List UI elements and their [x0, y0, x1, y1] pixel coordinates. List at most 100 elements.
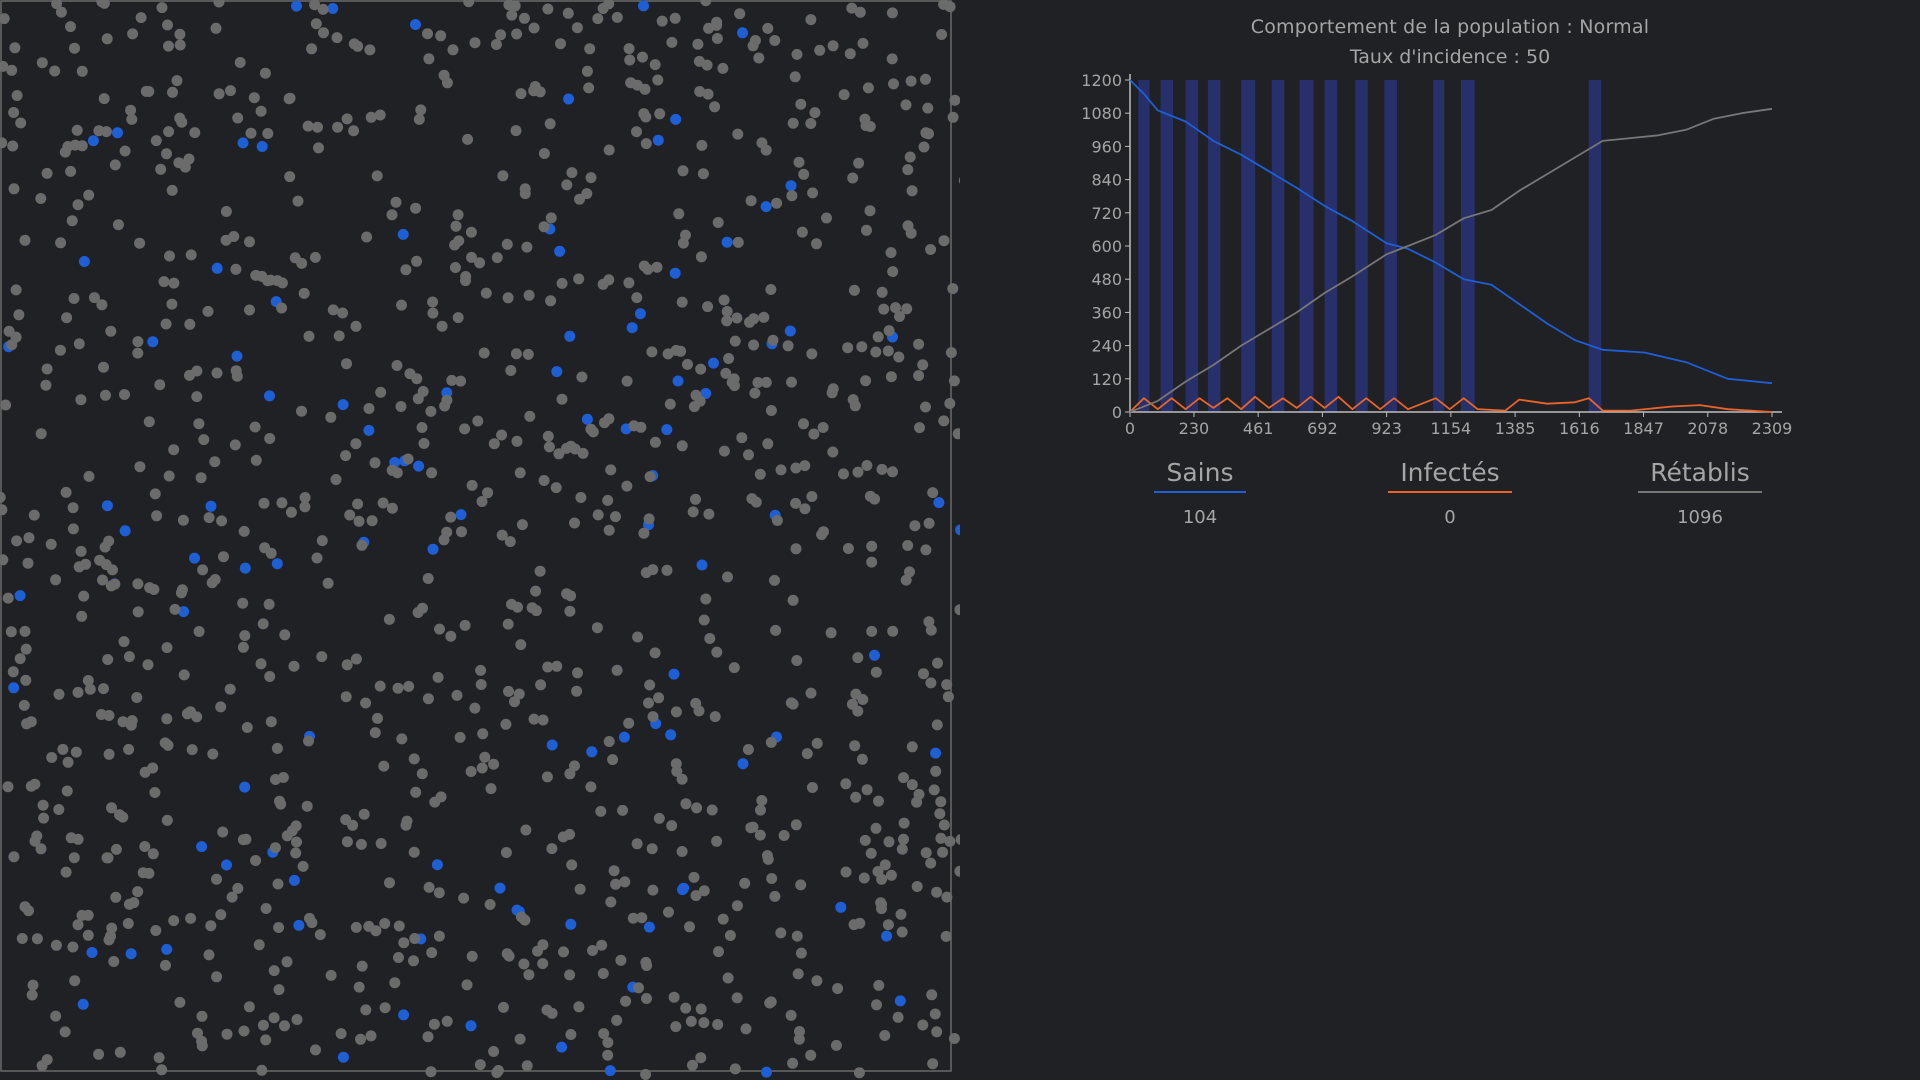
person-healthy-dot — [661, 424, 673, 436]
person-recovered-dot — [827, 40, 839, 52]
person-recovered-dot — [728, 662, 740, 674]
person-recovered-dot — [523, 969, 535, 981]
person-recovered-dot — [240, 833, 252, 845]
person-recovered-dot — [944, 398, 956, 409]
person-recovered-dot — [516, 519, 528, 531]
person-recovered-dot — [255, 658, 267, 670]
person-recovered-dot — [501, 238, 513, 250]
person-recovered-dot — [8, 851, 20, 863]
person-recovered-dot — [341, 113, 353, 125]
person-recovered-dot — [75, 394, 87, 406]
person-recovered-dot — [153, 1052, 165, 1064]
person-recovered-dot — [718, 294, 730, 306]
person-recovered-dot — [811, 238, 822, 250]
person-recovered-dot — [695, 1052, 707, 1064]
person-recovered-dot — [885, 869, 897, 881]
person-recovered-dot — [292, 195, 304, 207]
person-recovered-dot — [947, 111, 959, 123]
person-recovered-dot — [724, 930, 736, 941]
person-recovered-dot — [332, 121, 344, 133]
person-recovered-dot — [238, 1025, 250, 1037]
person-recovered-dot — [888, 78, 899, 90]
person-recovered-dot — [722, 972, 734, 984]
person-recovered-dot — [55, 237, 67, 249]
person-recovered-dot — [805, 118, 817, 129]
person-healthy-dot — [205, 500, 217, 512]
person-recovered-dot — [675, 345, 687, 357]
legend-recovered-value: 1096 — [1677, 507, 1723, 528]
person-healthy-dot — [634, 308, 646, 320]
person-recovered-dot — [878, 303, 890, 315]
person-recovered-dot — [158, 276, 170, 288]
person-recovered-dot — [155, 163, 167, 175]
person-recovered-dot — [758, 311, 770, 323]
person-recovered-dot — [350, 921, 362, 933]
legend-healthy-value: 104 — [1182, 507, 1218, 528]
person-recovered-dot — [561, 179, 573, 191]
person-recovered-dot — [350, 653, 362, 665]
person-recovered-dot — [653, 692, 665, 704]
person-recovered-dot — [948, 375, 960, 387]
person-recovered-dot — [883, 325, 895, 337]
person-recovered-dot — [169, 603, 181, 615]
person-recovered-dot — [478, 347, 490, 359]
person-recovered-dot — [688, 871, 700, 883]
person-recovered-dot — [581, 188, 593, 200]
person-recovered-dot — [787, 1057, 799, 1069]
person-recovered-dot — [330, 474, 342, 485]
person-recovered-dot — [186, 744, 198, 756]
person-recovered-dot — [791, 655, 803, 666]
person-recovered-dot — [161, 814, 173, 826]
person-recovered-dot — [0, 399, 12, 411]
person-recovered-dot — [365, 111, 377, 123]
person-healthy-dot — [737, 758, 749, 770]
person-recovered-dot — [842, 543, 854, 554]
person-recovered-dot — [273, 922, 285, 933]
person-recovered-dot — [624, 54, 636, 66]
person-recovered-dot — [459, 619, 471, 631]
person-recovered-dot — [793, 1033, 805, 1045]
person-recovered-dot — [134, 237, 146, 249]
person-recovered-dot — [14, 653, 26, 665]
person-recovered-dot — [876, 286, 888, 298]
person-recovered-dot — [680, 798, 692, 810]
person-recovered-dot — [119, 145, 131, 157]
person-recovered-dot — [917, 1019, 929, 1031]
person-recovered-dot — [109, 578, 121, 590]
person-recovered-dot — [492, 1065, 504, 1076]
person-recovered-dot — [198, 434, 210, 446]
person-healthy-dot — [327, 3, 339, 14]
person-recovered-dot — [509, 696, 520, 708]
person-recovered-dot — [775, 464, 787, 476]
person-recovered-dot — [445, 511, 457, 523]
person-recovered-dot — [805, 687, 817, 699]
x-tick-label: 692 — [1307, 419, 1338, 438]
person-recovered-dot — [922, 102, 934, 114]
person-recovered-dot — [49, 65, 61, 77]
person-recovered-dot — [156, 1064, 168, 1076]
person-healthy-dot — [835, 901, 847, 913]
person-recovered-dot — [543, 441, 555, 453]
person-recovered-dot — [854, 6, 866, 18]
confinement-band — [1355, 80, 1368, 412]
person-recovered-dot — [73, 338, 85, 350]
person-recovered-dot — [661, 564, 673, 576]
person-recovered-dot — [466, 251, 477, 263]
confinement-band — [1460, 80, 1475, 412]
person-recovered-dot — [156, 2, 168, 14]
person-recovered-dot — [391, 360, 403, 371]
person-recovered-dot — [340, 450, 352, 462]
person-recovered-dot — [619, 876, 631, 888]
person-recovered-dot — [392, 682, 404, 694]
person-recovered-dot — [350, 438, 362, 450]
person-recovered-dot — [96, 0, 108, 8]
person-recovered-dot — [564, 969, 576, 981]
person-recovered-dot — [598, 1028, 610, 1040]
person-recovered-dot — [643, 513, 655, 525]
person-recovered-dot — [790, 819, 802, 831]
person-recovered-dot — [93, 1048, 105, 1060]
person-recovered-dot — [375, 386, 387, 398]
person-recovered-dot — [302, 120, 314, 132]
person-recovered-dot — [249, 421, 261, 433]
person-recovered-dot — [532, 945, 543, 957]
